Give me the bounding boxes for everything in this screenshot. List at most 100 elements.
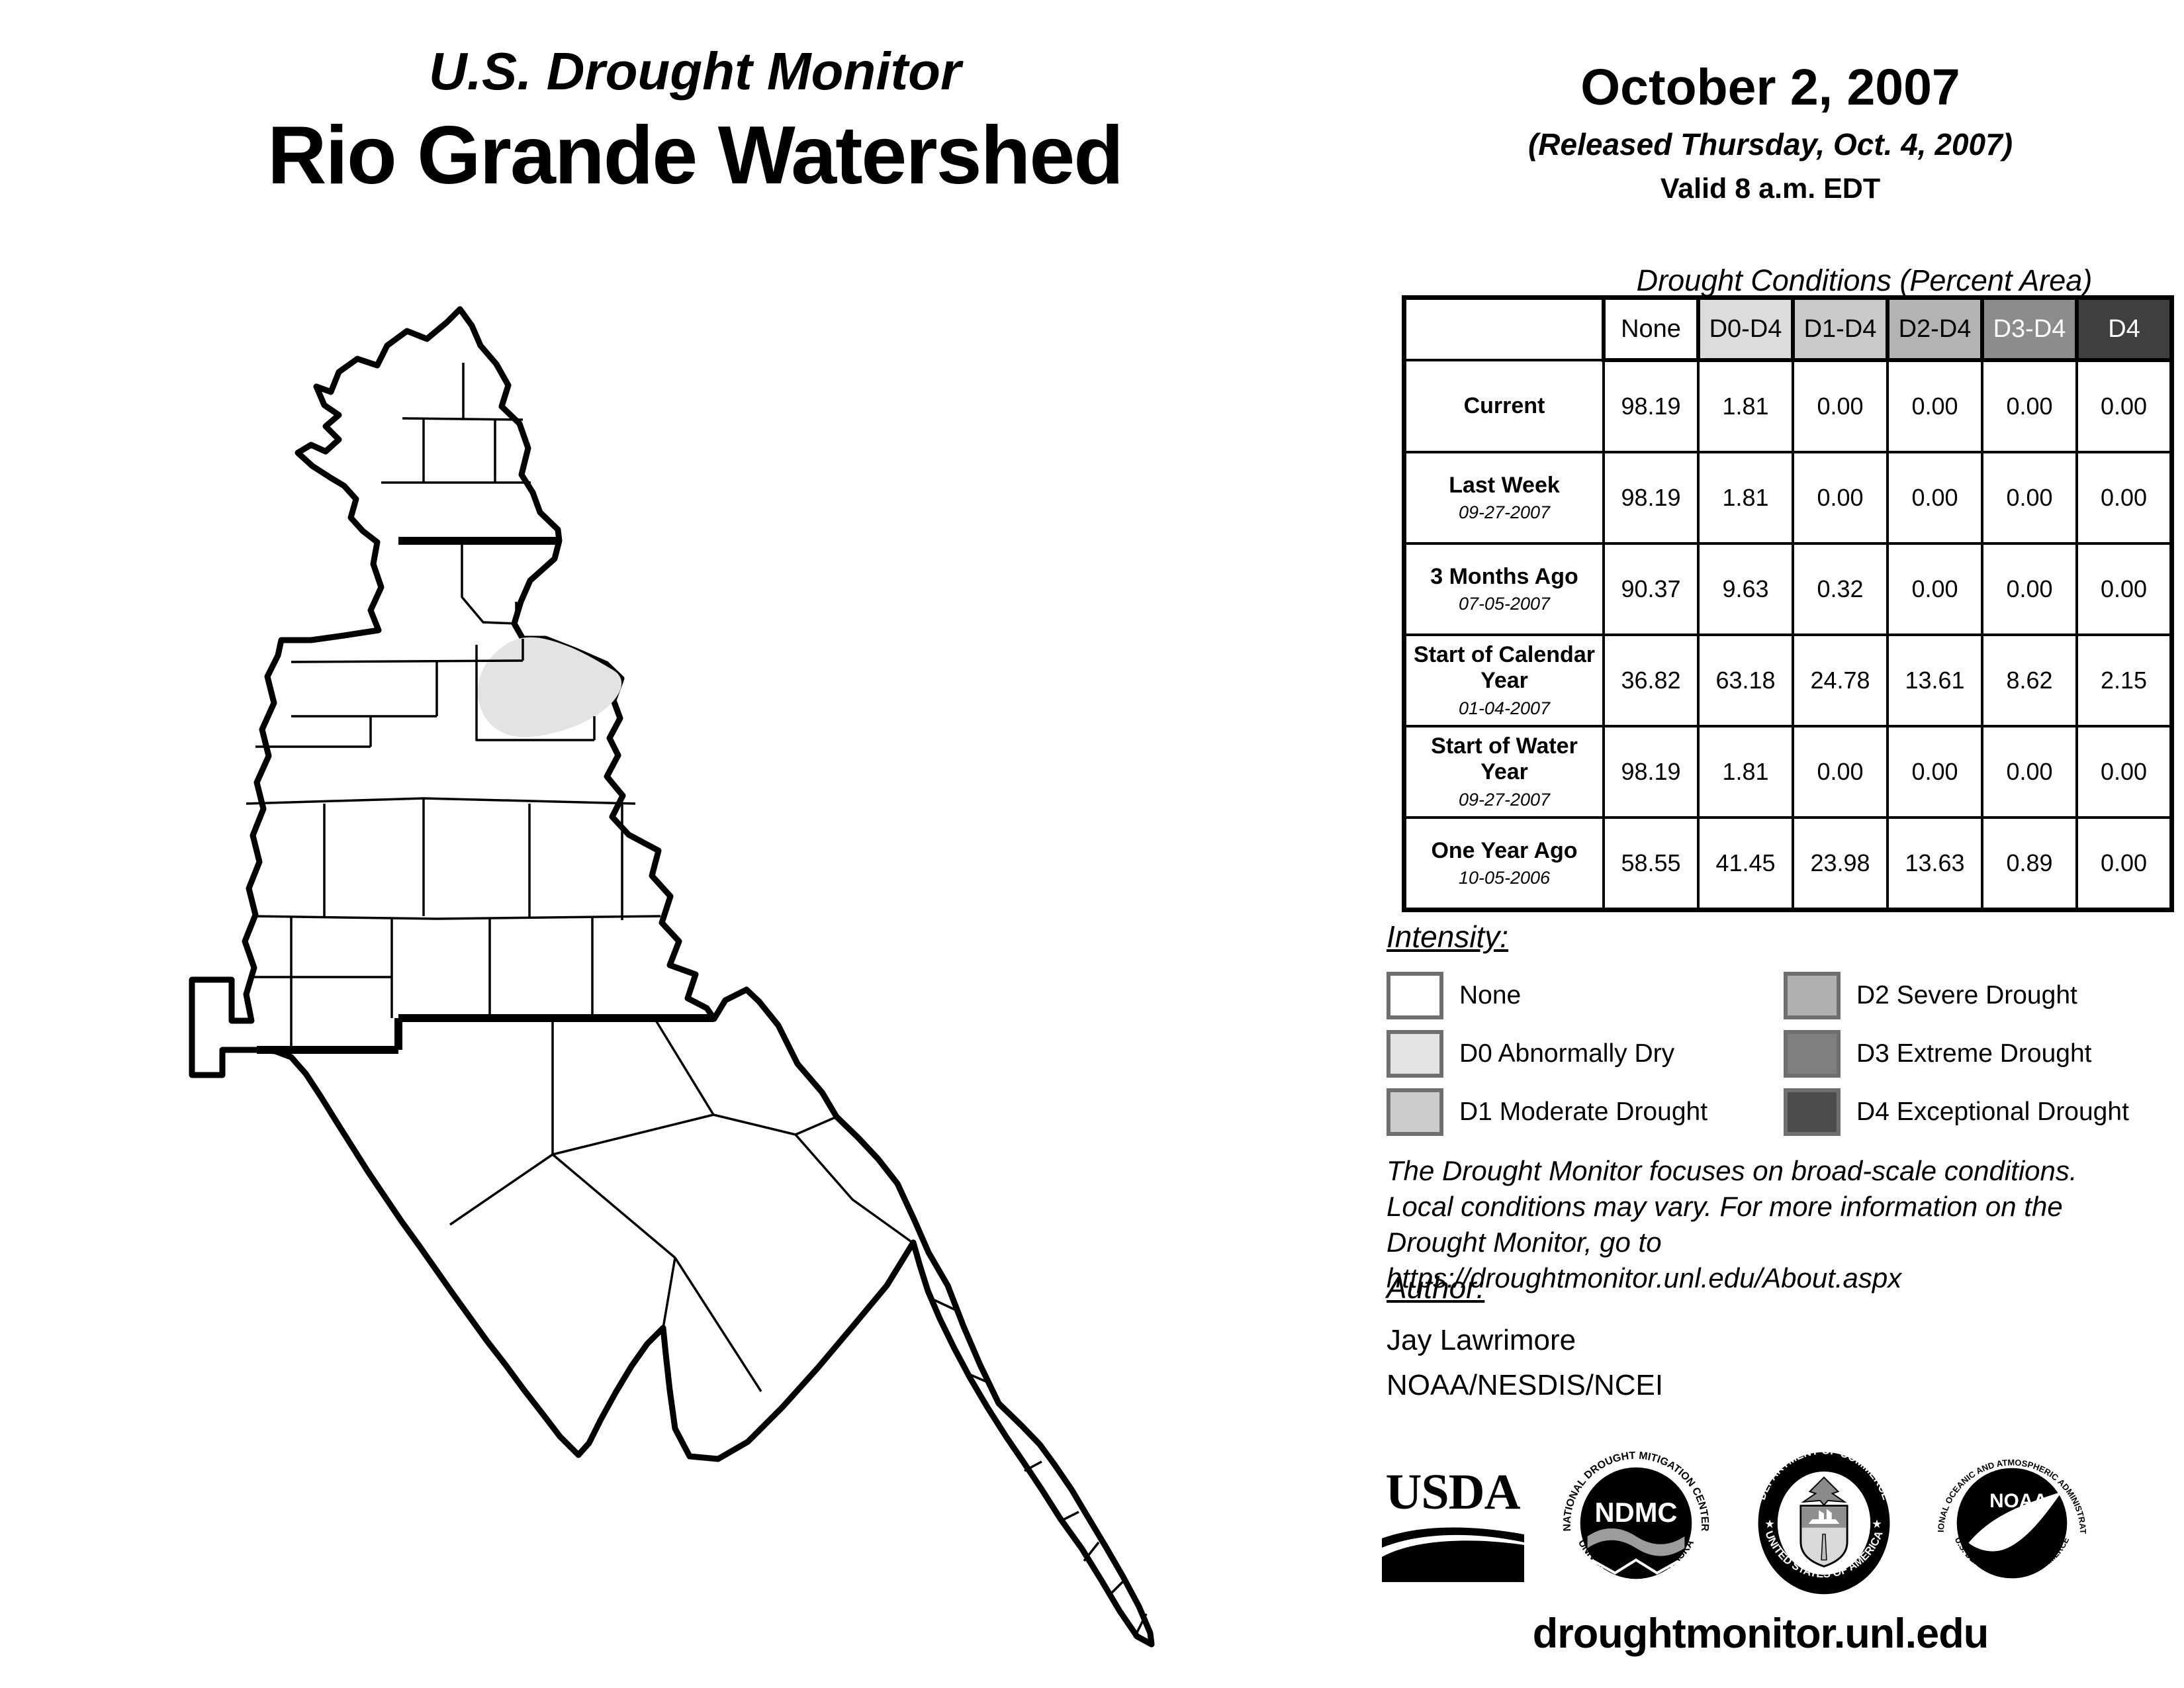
seal-lighthouse xyxy=(1821,1533,1827,1560)
seal-ship-sails xyxy=(1819,1509,1832,1519)
table-row: One Year Ago 10-05-2006 58.55 41.45 23.98… xyxy=(1402,816,2173,912)
cell: 2.15 xyxy=(2075,633,2173,727)
disclaimer-line: The Drought Monitor focuses on broad-sca… xyxy=(1387,1155,2077,1186)
seal-star-left: ★ xyxy=(1764,1517,1775,1530)
cell: 1.81 xyxy=(1697,359,1794,453)
watershed-map xyxy=(93,253,1165,1666)
legend-title: Intensity: xyxy=(1387,919,1509,954)
valid-time: Valid 8 a.m. EDT xyxy=(1660,173,1881,205)
d0-swatch xyxy=(1387,1030,1443,1078)
legend-item-d1: D1 Moderate Drought xyxy=(1387,1088,1784,1136)
cell: 0.00 xyxy=(1981,725,2078,819)
commerce-seal: DEPARTMENT OF COMMERCE UNITED STATES OF … xyxy=(1755,1444,1893,1594)
table-corner-cell xyxy=(1404,297,1604,360)
usda-logo: USDA xyxy=(1380,1464,1525,1582)
table-row: Start of Calendar Year 01-04-2007 36.82 6… xyxy=(1402,633,2173,727)
row-label-start-water-year: Start of Water Year 09-27-2007 xyxy=(1402,725,1605,819)
row-date: 09-27-2007 xyxy=(1458,789,1551,810)
cell: 1.81 xyxy=(1697,451,1794,545)
date-block: October 2, 2007 (Released Thursday, Oct.… xyxy=(1443,58,2098,205)
author-org: NOAA/NESDIS/NCEI xyxy=(1387,1369,1664,1401)
cell: 0.00 xyxy=(1792,451,1889,545)
cell: 90.37 xyxy=(1602,542,1700,636)
release-date: (Released Thursday, Oct. 4, 2007) xyxy=(1527,127,2013,162)
cell: 24.78 xyxy=(1792,633,1889,727)
intensity-legend: Intensity: None D0 Abnormally Dry D1 Mod… xyxy=(1387,919,2167,1136)
state-border-lines xyxy=(257,537,714,1054)
table-header-row: None D0-D4 D1-D4 D2-D4 D3-D4 D4 xyxy=(1404,295,2174,362)
none-swatch xyxy=(1387,972,1443,1019)
col-none: None xyxy=(1602,295,1700,362)
cell: 0.00 xyxy=(2075,816,2173,912)
cell: 0.00 xyxy=(2075,359,2173,453)
row-label-current: Current xyxy=(1402,359,1605,453)
agency-logos: USDA NATIONAL DROUGHT MITIGATION CENTER … xyxy=(1380,1442,2091,1604)
cell: 8.62 xyxy=(1981,633,2078,727)
cell: 0.00 xyxy=(1886,542,1983,636)
col-d2d4: D2-D4 xyxy=(1886,295,1984,362)
col-d3d4: D3-D4 xyxy=(1980,295,2079,362)
d1-swatch xyxy=(1387,1088,1443,1136)
d0-region xyxy=(477,637,622,737)
watershed-boundary xyxy=(189,306,1155,1648)
cell: 0.89 xyxy=(1981,816,2078,912)
author-name: Jay Lawrimore xyxy=(1387,1324,1576,1356)
cell: 23.98 xyxy=(1792,816,1889,912)
cell: 0.00 xyxy=(2075,542,2173,636)
legend-item-d2: D2 Severe Drought xyxy=(1784,972,2129,1019)
cell: 0.00 xyxy=(1886,359,1983,453)
table-row: Start of Water Year 09-27-2007 98.19 1.81… xyxy=(1402,725,2173,819)
noaa-bird xyxy=(1968,1491,2062,1551)
cell: 98.19 xyxy=(1602,725,1700,819)
seal-ship-hull xyxy=(1808,1519,1840,1524)
cell: 0.00 xyxy=(1792,725,1889,819)
legend-item-d0: D0 Abnormally Dry xyxy=(1387,1030,1784,1078)
disclaimer-line: Local conditions may vary. For more info… xyxy=(1387,1191,2063,1222)
cell: 0.00 xyxy=(1981,359,2078,453)
disclaimer-text: The Drought Monitor focuses on broad-sca… xyxy=(1387,1153,2184,1296)
legend-item-d3: D3 Extreme Drought xyxy=(1784,1030,2129,1078)
cell: 0.00 xyxy=(2075,725,2173,819)
cell: 13.63 xyxy=(1886,816,1983,912)
cell: 1.81 xyxy=(1697,725,1794,819)
cell: 0.00 xyxy=(1886,725,1983,819)
noaa-logo: NATIONAL OCEANIC AND ATMOSPHERIC ADMINIS… xyxy=(1933,1444,2088,1579)
cell: 0.00 xyxy=(1792,359,1889,453)
row-date: 10-05-2006 xyxy=(1458,868,1551,888)
row-label-3-months-ago: 3 Months Ago 07-05-2007 xyxy=(1402,542,1605,636)
cell: 0.32 xyxy=(1792,542,1889,636)
cell: 98.19 xyxy=(1602,451,1700,545)
col-d1d4: D1-D4 xyxy=(1791,295,1889,362)
row-label-last-week: Last Week 09-27-2007 xyxy=(1402,451,1605,545)
cell: 13.61 xyxy=(1886,633,1983,727)
row-label-start-calendar-year: Start of Calendar Year 01-04-2007 xyxy=(1402,633,1605,727)
author-block: Author: Jay Lawrimore NOAA/NESDIS/NCEI xyxy=(1387,1270,1663,1402)
legend-item-d4: D4 Exceptional Drought xyxy=(1784,1088,2129,1136)
col-d0d4: D0-D4 xyxy=(1696,295,1795,362)
cell: 9.63 xyxy=(1697,542,1794,636)
cell: 0.00 xyxy=(1886,451,1983,545)
col-d4: D4 xyxy=(2075,295,2174,362)
cell: 0.00 xyxy=(1981,542,2078,636)
report-title: U.S. Drought Monitor xyxy=(428,42,962,101)
title-block: U.S. Drought Monitor Rio Grande Watershe… xyxy=(146,41,1244,203)
usda-swoosh xyxy=(1381,1527,1524,1582)
row-date: 07-05-2007 xyxy=(1458,594,1551,614)
table-row: 3 Months Ago 07-05-2007 90.37 9.63 0.32 0… xyxy=(1402,542,2173,636)
ndmc-wordmark: NDMC xyxy=(1595,1497,1678,1528)
map-date: October 2, 2007 xyxy=(1580,59,1960,116)
d3-swatch xyxy=(1784,1030,1841,1078)
seal-star-right: ★ xyxy=(1872,1517,1882,1530)
d2-swatch xyxy=(1784,972,1841,1019)
cell: 36.82 xyxy=(1602,633,1700,727)
table-row: Last Week 09-27-2007 98.19 1.81 0.00 0.00… xyxy=(1402,451,2173,545)
table-title: Drought Conditions (Percent Area) xyxy=(1636,263,2093,297)
row-date: 09-27-2007 xyxy=(1458,502,1551,523)
disclaimer-line: Drought Monitor, go to https://droughtmo… xyxy=(1387,1227,1902,1293)
ndmc-logo: NATIONAL DROUGHT MITIGATION CENTER UNIVE… xyxy=(1562,1450,1711,1580)
county-lines xyxy=(246,363,1148,1638)
cell: 63.18 xyxy=(1697,633,1794,727)
usda-wordmark: USDA xyxy=(1385,1464,1521,1520)
cell: 98.19 xyxy=(1602,359,1700,453)
